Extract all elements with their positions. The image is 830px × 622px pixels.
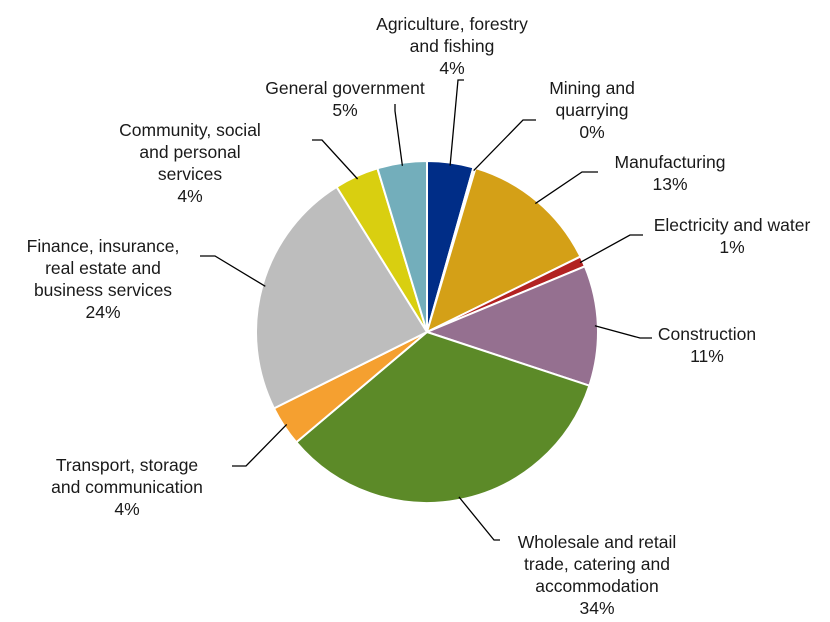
slice-percent: 0% (579, 122, 604, 142)
slice-name-line: Wholesale and retail (518, 532, 677, 552)
slice-name-line: Mining and (549, 78, 635, 98)
slice-name-line: and personal (139, 142, 240, 162)
leader-line-10 (394, 104, 404, 166)
slice-percent: 4% (177, 186, 202, 206)
leader-line-8 (200, 255, 266, 287)
slice-label-6: Wholesale and retail trade, catering and a… (518, 532, 677, 618)
slice-labels: Agriculture, forestry and fishing 4%Mining… (27, 14, 811, 618)
leader-line-1 (449, 79, 464, 166)
slice-name-line: quarrying (556, 100, 629, 120)
slice-name-line: and fishing (410, 36, 495, 56)
slice-percent: 4% (114, 499, 139, 519)
slice-percent: 13% (652, 174, 687, 194)
pie-slice-5 (426, 265, 599, 387)
slice-name-line: Transport, storage (56, 455, 198, 475)
slice-name-line: Agriculture, forestry (376, 14, 528, 34)
leader-line-6 (458, 496, 500, 541)
slice-label-7: Transport, storage and communication 4% (51, 455, 203, 519)
slice-name-line: and communication (51, 477, 203, 497)
slice-name-line: real estate and (45, 258, 161, 278)
slice-name-line: Community, social (119, 120, 261, 140)
leader-line-2 (473, 119, 536, 172)
leader-line-9 (312, 139, 359, 180)
slice-percent: 4% (439, 58, 464, 78)
leader-line-7 (232, 423, 288, 467)
slice-label-4: Electricity and water 1% (654, 215, 811, 257)
slice-name-line: Finance, insurance, (27, 236, 180, 256)
slice-name-line: General government (265, 78, 425, 98)
slice-label-5: Construction 11% (658, 324, 756, 366)
slice-label-1: Agriculture, forestry and fishing 4% (376, 14, 528, 78)
slice-label-8: Finance, insurance, real estate and busine… (27, 236, 180, 322)
slice-name-line: Manufacturing (615, 152, 726, 172)
leader-line-3 (534, 171, 598, 205)
pie-slices (255, 160, 599, 504)
pie-slice-8 (255, 185, 428, 410)
slice-name-line: Electricity and water (654, 215, 811, 235)
slice-label-9: Community, social and personal services 4% (119, 120, 261, 206)
slice-percent: 11% (690, 346, 724, 366)
slice-label-10: General government 5% (265, 78, 425, 120)
pie-slice-6 (295, 331, 591, 504)
slice-label-2: Mining and quarrying 0% (549, 78, 635, 142)
slice-percent: 24% (85, 302, 120, 322)
slice-percent: 5% (332, 100, 357, 120)
slice-name-line: Construction (658, 324, 756, 344)
leader-line-4 (579, 234, 643, 264)
slice-name-line: trade, catering and (524, 554, 670, 574)
leader-lines (200, 79, 652, 541)
slice-name-line: accommodation (535, 576, 659, 596)
slice-name-line: business services (34, 280, 172, 300)
pie-slice-3 (426, 167, 582, 333)
slice-label-3: Manufacturing 13% (615, 152, 726, 194)
slice-percent: 34% (579, 598, 614, 618)
slice-percent: 1% (719, 237, 744, 257)
slice-name-line: services (158, 164, 222, 184)
leader-line-5 (594, 325, 652, 339)
